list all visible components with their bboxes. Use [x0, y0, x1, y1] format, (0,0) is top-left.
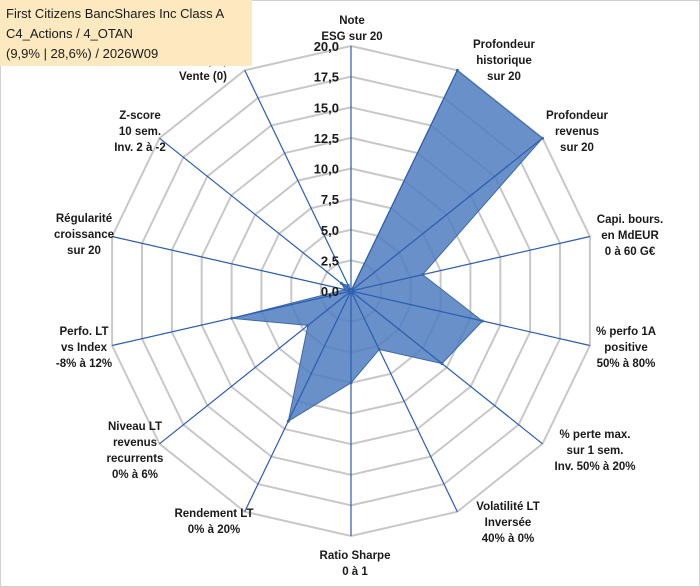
axis-spoke	[159, 290, 352, 445]
axis-spoke	[244, 70, 352, 292]
axis-label: % perte max. sur 1 sem. Inv. 50% à 20%	[555, 429, 636, 473]
axis-label: Capi. bours. en MdEUR 0 à 60 G€	[597, 214, 663, 258]
data-point	[349, 289, 353, 293]
axis-spoke	[159, 137, 352, 292]
axis-label: Rendement LT 0% à 20%	[174, 508, 253, 536]
tick-label: 15,0	[314, 100, 339, 115]
data-point	[377, 348, 381, 351]
data-point	[286, 419, 290, 423]
data-point	[339, 281, 343, 285]
tick-label: 5,0	[321, 223, 339, 238]
data-point	[306, 323, 310, 327]
tick-label: 10,0	[314, 162, 339, 177]
data-point	[541, 136, 544, 140]
chart-title: First Citizens BancShares Inc Class A	[6, 6, 225, 21]
axis-label: Z-score 10 sem. Inv. 2 à -2	[114, 110, 166, 154]
axis-label: Profondeur historique sur 20	[473, 39, 535, 83]
axis-spoke	[111, 235, 352, 292]
axis-spoke	[350, 290, 543, 445]
axis-spoke	[244, 290, 352, 512]
data-point	[343, 288, 347, 292]
tick-label: 20,0	[314, 39, 339, 54]
axis-spoke	[350, 290, 458, 512]
axis-label: Volatilité LT Inversée 40% à 0%	[476, 501, 539, 545]
axis-label: % perfo 1A positive 50% à 80%	[596, 326, 656, 370]
data-point	[455, 68, 459, 72]
axis-spoke	[350, 137, 543, 292]
data-point	[480, 319, 484, 323]
chart-subtitle: C4_Actions / 4_OTAN	[6, 26, 133, 41]
tick-label: 7,5	[321, 192, 339, 207]
axis-label: Profondeur revenus sur 20	[546, 110, 608, 154]
axis-label: Perfo. LT vs Index -8% à 12%	[56, 326, 112, 370]
tick-label: 17,5	[314, 70, 339, 85]
data-point	[230, 316, 234, 320]
data-point	[421, 273, 425, 277]
axis-label: Ratio Sharpe 0 à 1	[320, 550, 391, 578]
axis-label: Note ESG sur 20	[321, 15, 382, 43]
axis-spoke	[350, 290, 591, 347]
axis-spoke	[350, 70, 458, 292]
axis-label: Régularité croissance sur 20	[54, 213, 114, 257]
chart-period: (9,9% | 28,6%) / 2026W09	[6, 46, 159, 61]
data-point	[349, 381, 353, 385]
axis-spoke	[350, 235, 591, 292]
tick-label: 2,5	[321, 253, 339, 268]
chart-title-box: First Citizens BancShares Inc Class A C4…	[0, 0, 252, 66]
tick-label: 0,0	[321, 284, 339, 299]
tick-label: 12,5	[314, 131, 339, 146]
data-point	[346, 284, 350, 287]
axis-label: Niveau LT revenus recurrents 0% à 6%	[107, 421, 164, 481]
data-point	[440, 362, 444, 366]
